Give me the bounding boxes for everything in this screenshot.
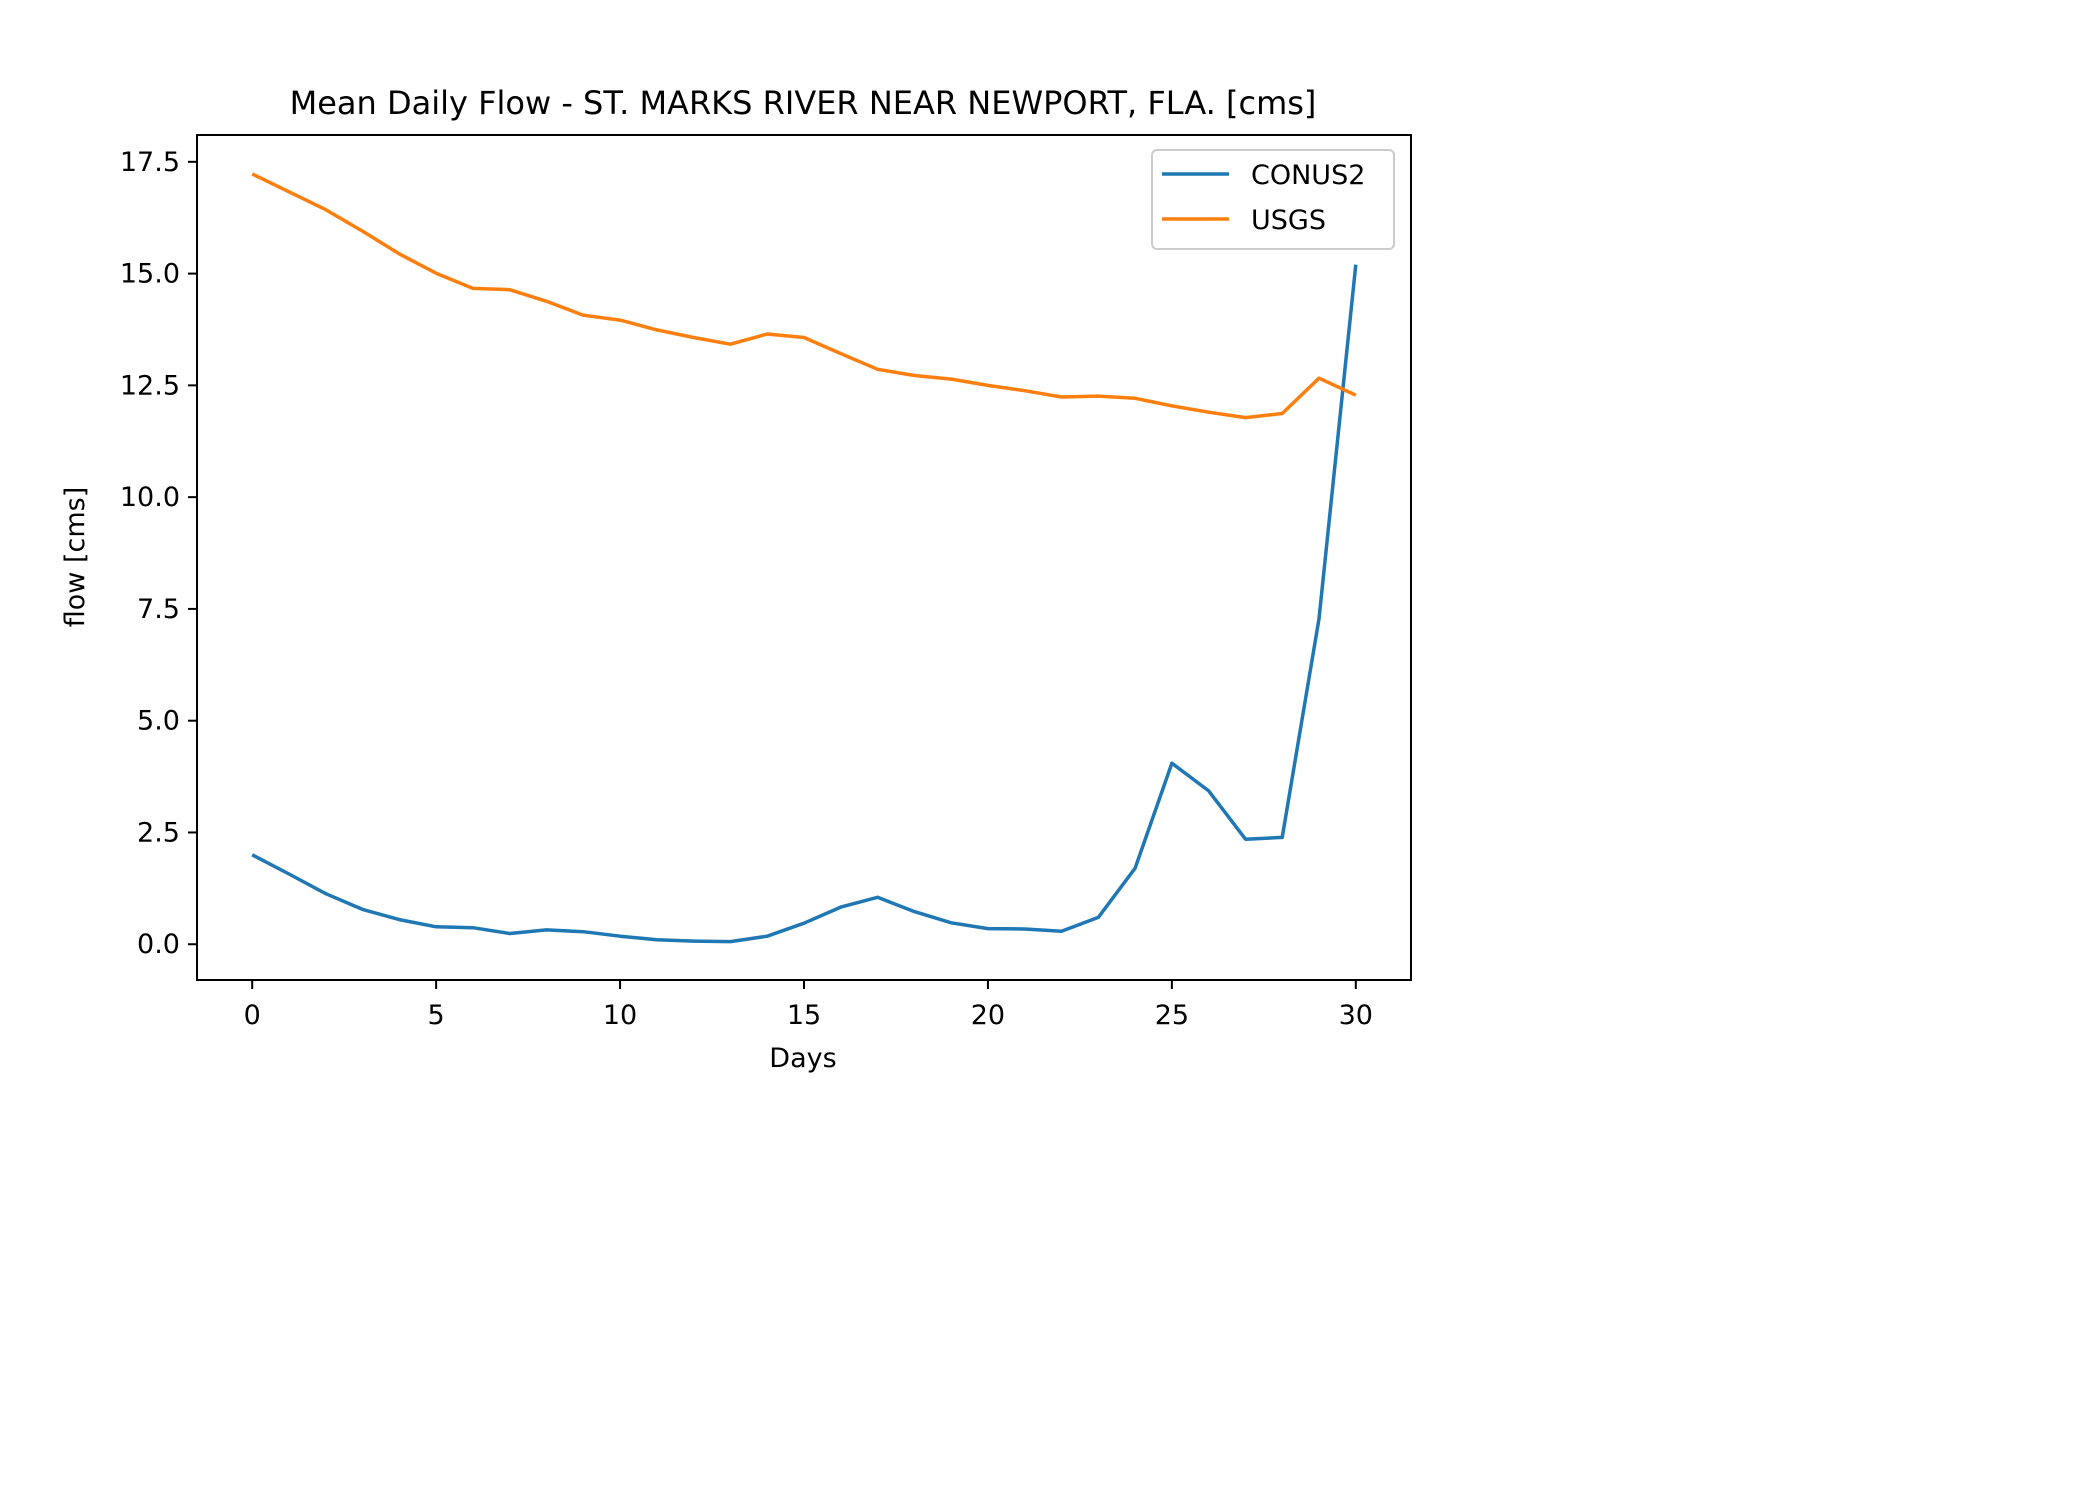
series-line-conus2 — [251, 264, 1358, 944]
y-tick-label: 15.0 — [120, 259, 180, 290]
x-tick-label: 0 — [244, 1000, 261, 1031]
chart-title: Mean Daily Flow - ST. MARKS RIVER NEAR N… — [290, 84, 1317, 122]
x-axis-ticks: 0 5 10 15 20 25 30 — [244, 980, 1373, 1031]
y-tick-label: 10.0 — [120, 482, 180, 513]
y-tick-label: 17.5 — [120, 147, 180, 178]
x-tick-label: 15 — [787, 1000, 821, 1031]
plot-frame — [196, 134, 1412, 981]
y-tick-label: 2.5 — [137, 817, 180, 848]
x-tick-label: 20 — [971, 1000, 1005, 1031]
x-tick-label: 25 — [1155, 1000, 1189, 1031]
legend: CONUS2 USGS — [1151, 149, 1395, 250]
legend-label-usgs: USGS — [1251, 205, 1326, 236]
x-axis-label: Days — [769, 1043, 836, 1074]
y-tick-label: 12.5 — [120, 370, 180, 401]
y-tick-label: 0.0 — [137, 929, 180, 960]
y-tick-label: 7.5 — [137, 594, 180, 625]
series-layer — [251, 172, 1358, 944]
y-axis-label: flow [cms] — [60, 487, 91, 627]
x-tick-label: 30 — [1339, 1000, 1373, 1031]
legend-label-conus2: CONUS2 — [1251, 160, 1365, 191]
y-tick-label: 5.0 — [137, 706, 180, 737]
x-tick-label: 10 — [603, 1000, 637, 1031]
line-chart: Mean Daily Flow - ST. MARKS RIVER NEAR N… — [60, 84, 1412, 1074]
x-tick-label: 5 — [428, 1000, 445, 1031]
y-axis-ticks: 0.0 2.5 5.0 7.5 10.0 12.5 15.0 17.5 — [120, 147, 197, 960]
series-line-usgs — [251, 172, 1357, 420]
